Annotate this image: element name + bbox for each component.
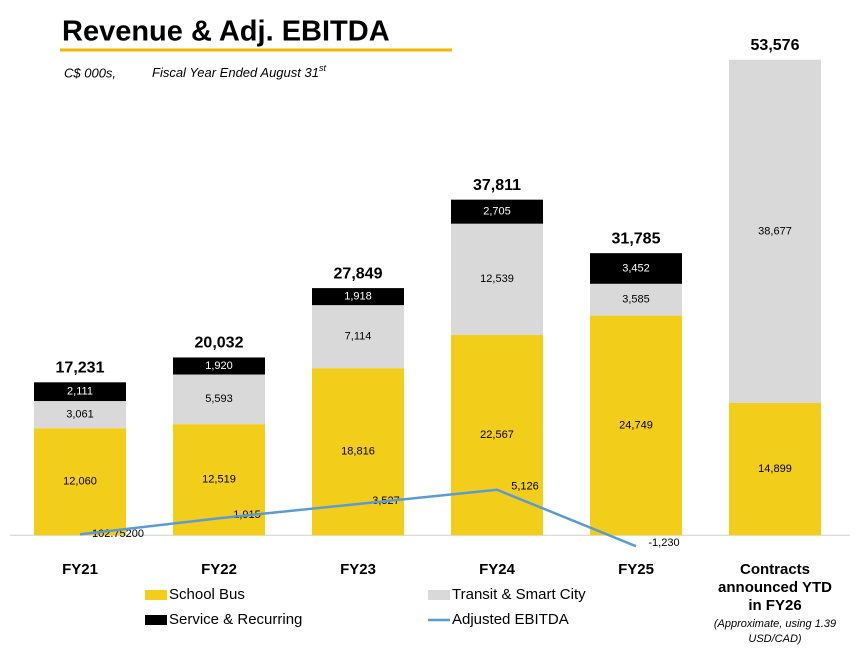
bar-segment [451,199,543,224]
segment-label: 12,539 [480,273,514,285]
line-label: 5,126 [511,481,539,493]
legend-label: Service & Recurring [169,611,302,628]
line [79,488,637,548]
bar-segment [34,382,126,402]
x-tick-label: FY24 [479,561,516,578]
x-tick-label: FY21 [62,561,98,578]
total-label: 31,785 [612,230,661,247]
bar-segment [590,253,682,284]
bar-segment [312,288,404,306]
bar-segment [590,315,682,536]
total-label: 37,811 [473,177,521,194]
bar-segment [34,428,126,536]
bar-segment [173,374,265,425]
segment-label: 1,918 [344,291,372,303]
segment-label: 22,567 [480,429,514,441]
chart-title: Revenue & Adj. EBITDA [62,16,390,48]
subtitle-text: Fiscal Year Ended August 31 [152,65,319,80]
segment-label: 7,114 [345,331,372,343]
line-label: -1,230 [648,537,679,549]
legend-label: Adjusted EBITDA [452,611,569,628]
segment-label: 12,519 [202,474,236,486]
bar-segment [590,283,682,316]
bar-segment [173,357,265,375]
legend-label: Transit & Smart City [452,586,586,603]
legend-swatch [428,590,450,600]
x-tick-label: FY22 [201,561,237,578]
segment-label: 5,593 [205,393,233,405]
annotation: (Approximate, using 1.39 USD/CAD) [713,618,837,645]
segment-label: 14,899 [758,463,792,475]
legend-swatch [145,590,167,600]
segment-label: 24,749 [619,419,653,431]
subtitle-units: C$ 000s, [64,65,116,80]
total-label: 27,849 [334,265,383,282]
x-tick-label: Contracts announced YTD in FY26 [718,561,832,614]
legend-label: School Bus [169,586,245,603]
segment-label: 2,705 [483,206,511,218]
subtitle: Fiscal Year Ended August 31st [152,63,326,80]
bar-segment [173,424,265,536]
bar-segment [312,305,404,369]
segment-label: 3,585 [622,294,650,306]
segment-label: 38,677 [758,225,792,237]
legend-swatch [145,615,167,625]
bar-segment [451,223,543,335]
segment-label: 3,452 [622,262,650,274]
segment-label: 18,816 [341,446,375,458]
bar-segment [729,59,821,404]
total-label: 20,032 [195,335,244,352]
bar-segment [34,401,126,429]
total-label: 53,576 [751,37,800,54]
total-label: 17,231 [56,360,105,377]
segment-label: 12,060 [63,476,97,488]
x-tick-label-box: Contracts announced YTD in FY26 [718,561,832,614]
segment-label: 3,061 [66,409,94,421]
bar-segment [729,403,821,536]
segment-label: 2,111 [67,386,93,398]
x-tick-label: FY23 [340,561,376,578]
subtitle-sup: st [319,63,327,73]
x-tick-label: FY25 [618,561,654,578]
annotation-box: (Approximate, using 1.39 USD/CAD) [713,618,837,645]
segment-label: 1,920 [205,360,233,372]
